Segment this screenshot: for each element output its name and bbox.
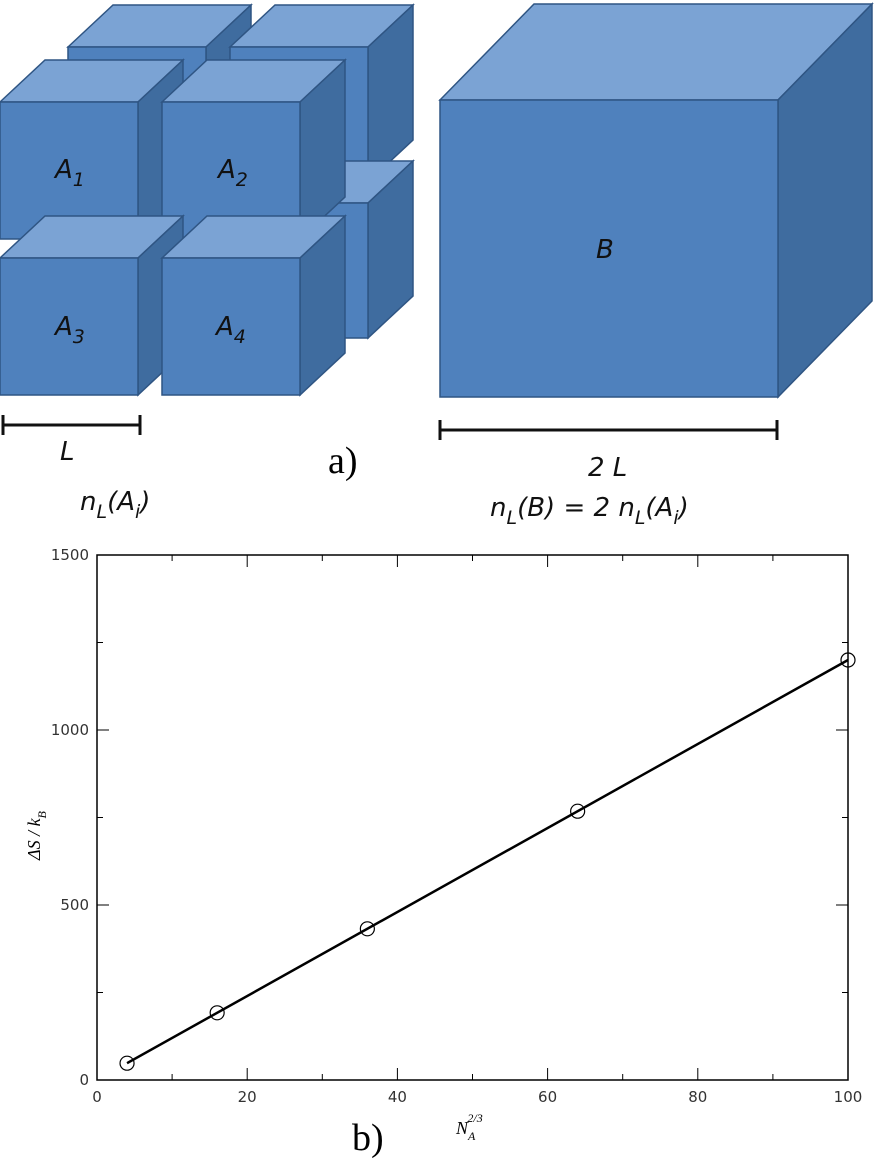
count-label: nL(B) = 2 nL(Ai) <box>490 493 689 529</box>
x-axis-label: NA2/3 <box>455 1111 483 1143</box>
x-tick-label: 0 <box>92 1088 102 1106</box>
length-label: 2 L <box>588 453 627 483</box>
x-tick-label: 100 <box>834 1088 863 1106</box>
cube-label: A2 <box>216 155 248 191</box>
panel-label: b) <box>352 1117 384 1159</box>
y-tick-label: 1000 <box>51 721 89 739</box>
cube-label: A3 <box>53 312 85 348</box>
x-tick-label: 20 <box>238 1088 257 1106</box>
x-tick-label: 80 <box>688 1088 707 1106</box>
cube-diagram <box>0 2 874 399</box>
data-point <box>840 652 856 668</box>
y-tick-label: 1500 <box>51 546 89 564</box>
data-point <box>570 803 586 819</box>
y-tick-label: 0 <box>79 1071 89 1089</box>
x-tick-label: 40 <box>388 1088 407 1106</box>
labels: A1 A2 A3 A4 B L 2 L nL(Ai) nL(B) = 2 nL(… <box>24 155 689 1159</box>
data-point <box>119 1055 135 1071</box>
cube-front <box>439 99 779 398</box>
fit-line <box>126 658 849 1065</box>
data-point <box>359 921 375 937</box>
cube-label: A1 <box>53 155 85 191</box>
count-label: nL(Ai) <box>80 487 150 523</box>
cube-front <box>0 257 139 396</box>
y-tick-label: 500 <box>60 896 89 914</box>
y-axis-label: ΔS / kB <box>24 810 49 861</box>
data-point <box>209 1005 225 1021</box>
cube-front <box>161 257 301 396</box>
cube-label: A4 <box>214 312 246 348</box>
x-tick-label: 60 <box>538 1088 557 1106</box>
cube-label: B <box>596 235 614 265</box>
plot-frame <box>96 554 849 1081</box>
scale-bars <box>1 415 779 440</box>
panel-label: a) <box>328 440 358 482</box>
length-label: L <box>60 437 75 467</box>
